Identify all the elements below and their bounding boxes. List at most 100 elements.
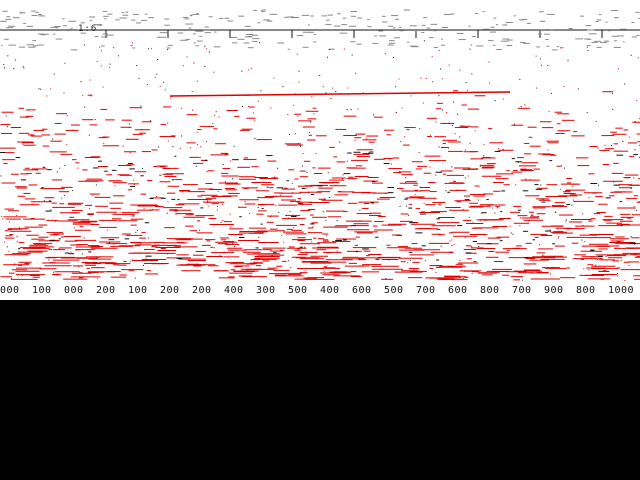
noise-dot: [494, 212, 496, 214]
noise-dot: [242, 105, 244, 107]
noise-dot: [154, 76, 156, 78]
noise-dot: [159, 174, 161, 176]
noise-dot: [302, 165, 304, 167]
noise-dot: [513, 123, 515, 125]
noise-dot: [420, 77, 422, 79]
noise-dot: [148, 237, 150, 239]
noise-dot: [167, 201, 169, 203]
noise-dot: [299, 145, 301, 147]
noise-dot: [438, 95, 440, 97]
noise-dot: [143, 208, 145, 210]
noise-dot: [457, 113, 459, 115]
noise-dot: [50, 209, 52, 211]
waveform-canvas: [0, 9, 640, 281]
noise-dot: [278, 211, 280, 213]
noise-dot: [509, 225, 511, 227]
noise-dot: [164, 89, 166, 91]
noise-dot: [582, 213, 584, 215]
noise-dot: [330, 97, 332, 99]
noise-dot: [213, 247, 215, 249]
noise-dot: [102, 86, 104, 88]
noise-dot: [140, 243, 142, 245]
noise-dot: [623, 41, 625, 43]
noise-dot: [258, 236, 260, 238]
noise-dot: [588, 173, 590, 175]
noise-dot: [410, 95, 412, 97]
noise-dot: [119, 211, 121, 213]
noise-dot: [469, 142, 471, 144]
noise-dot: [195, 165, 197, 167]
axis-tick-label: 400: [224, 285, 244, 296]
noise-dot: [70, 251, 72, 253]
noise-dot: [636, 100, 638, 102]
noise-dot: [448, 64, 450, 66]
noise-dot: [435, 174, 437, 176]
noise-dot: [14, 263, 16, 265]
noise-dot: [108, 242, 110, 244]
noise-dot: [136, 65, 138, 67]
noise-dot: [294, 133, 296, 135]
noise-dot: [182, 191, 184, 193]
noise-dot: [327, 172, 329, 174]
noise-dot: [244, 200, 246, 202]
noise-dot: [446, 112, 448, 114]
noise-dot: [109, 67, 111, 69]
noise-dot: [275, 205, 277, 207]
noise-dot: [477, 199, 479, 201]
noise-dot: [329, 196, 331, 198]
noise-dot: [558, 235, 560, 237]
noise-dot: [323, 202, 325, 204]
noise-dot: [559, 188, 561, 190]
noise-dot: [431, 56, 433, 58]
noise-dot: [355, 72, 357, 74]
noise-dot: [134, 277, 136, 279]
noise-dot: [405, 205, 407, 207]
noise-dot: [322, 86, 324, 88]
noise-dot: [53, 73, 55, 75]
noise-dot: [311, 241, 313, 243]
noise-dot: [157, 59, 159, 61]
noise-dot: [13, 68, 15, 70]
axis-tick-label: 000: [0, 285, 20, 296]
noise-dot: [35, 144, 37, 146]
noise-dot: [213, 71, 215, 73]
noise-dot: [538, 215, 540, 217]
noise-dot: [52, 271, 54, 273]
noise-dot: [465, 82, 467, 84]
noise-dot: [547, 149, 549, 151]
noise-dot: [8, 221, 10, 223]
noise-dot: [103, 143, 105, 145]
noise-dot: [521, 279, 523, 281]
noise-dot: [597, 147, 599, 149]
noise-dot: [354, 139, 356, 141]
noise-dot: [502, 149, 504, 151]
axis-tick-label: 700: [512, 285, 532, 296]
noise-dot: [351, 54, 353, 56]
noise-dot: [254, 120, 256, 122]
noise-dot: [1, 44, 3, 46]
noise-dot: [172, 146, 174, 148]
noise-dot: [216, 209, 218, 211]
noise-dot: [519, 78, 521, 80]
noise-dot: [222, 203, 224, 205]
noise-dot: [72, 190, 74, 192]
noise-dot: [432, 81, 434, 83]
noise-dot: [224, 181, 226, 183]
noise-dot: [459, 125, 461, 127]
noise-dot: [271, 255, 273, 257]
noise-dot: [22, 66, 24, 68]
noise-dot: [232, 178, 234, 180]
noise-dot: [565, 220, 567, 222]
noise-dot: [56, 171, 58, 173]
noise-dot: [151, 47, 153, 49]
noise-dot: [451, 166, 453, 168]
noise-dot: [488, 61, 490, 63]
noise-dot: [563, 167, 565, 169]
noise-dot: [158, 146, 160, 148]
noise-dot: [561, 165, 563, 167]
noise-dot: [472, 221, 474, 223]
noise-dot: [462, 278, 464, 280]
noise-dot: [7, 126, 9, 128]
noise-dot: [48, 259, 50, 261]
noise-dot: [510, 232, 512, 234]
